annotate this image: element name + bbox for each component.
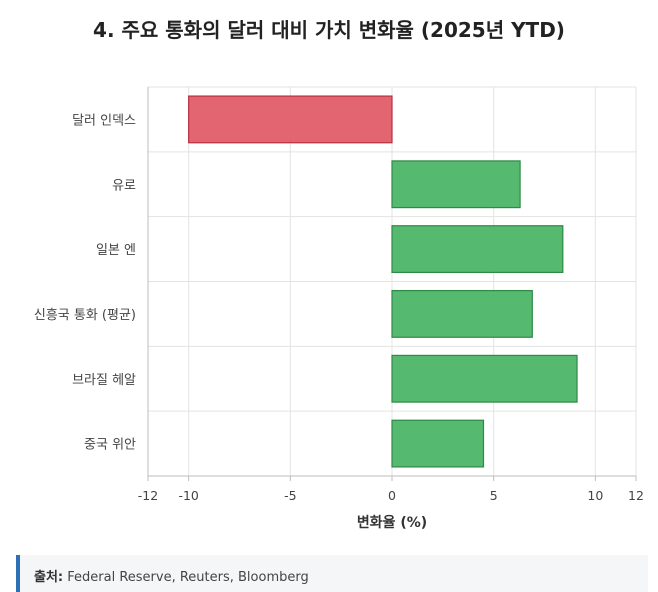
bar	[391, 225, 564, 274]
bar	[188, 95, 393, 144]
category-label: 중국 위안	[84, 438, 136, 453]
category-label: 브라질 헤알	[72, 373, 136, 388]
source-text: Federal Reserve, Reuters, Bloomberg	[67, 570, 309, 585]
x-tick-label: -10	[178, 488, 198, 503]
grid-lines	[147, 86, 637, 481]
chart-title: 4. 주요 통화의 달러 대비 가치 변화율 (2025년 YTD)	[93, 18, 565, 42]
category-label: 일본 엔	[96, 243, 136, 258]
category-label: 신흥국 통화 (평균)	[34, 308, 136, 323]
x-tick-label: -12	[138, 488, 158, 503]
bar	[391, 354, 578, 403]
category-label: 달러 인덱스	[72, 113, 136, 128]
x-tick-label: 0	[388, 488, 396, 503]
bar	[391, 419, 485, 468]
source-label: 출처:	[34, 570, 64, 585]
x-tick-label: 12	[628, 488, 644, 503]
x-tick-labels: -12 -10 -5 0 5 10 12	[138, 488, 644, 503]
category-label: 유로	[112, 178, 136, 193]
source-note: 출처: Federal Reserve, Reuters, Bloomberg	[16, 555, 648, 592]
bar	[391, 289, 533, 338]
x-tick-label: 10	[587, 488, 603, 503]
x-tick-label: -5	[284, 488, 296, 503]
x-axis-label: 변화율 (%)	[357, 514, 427, 531]
bar	[391, 160, 521, 209]
bars	[188, 95, 578, 468]
x-tick-label: 5	[490, 488, 498, 503]
